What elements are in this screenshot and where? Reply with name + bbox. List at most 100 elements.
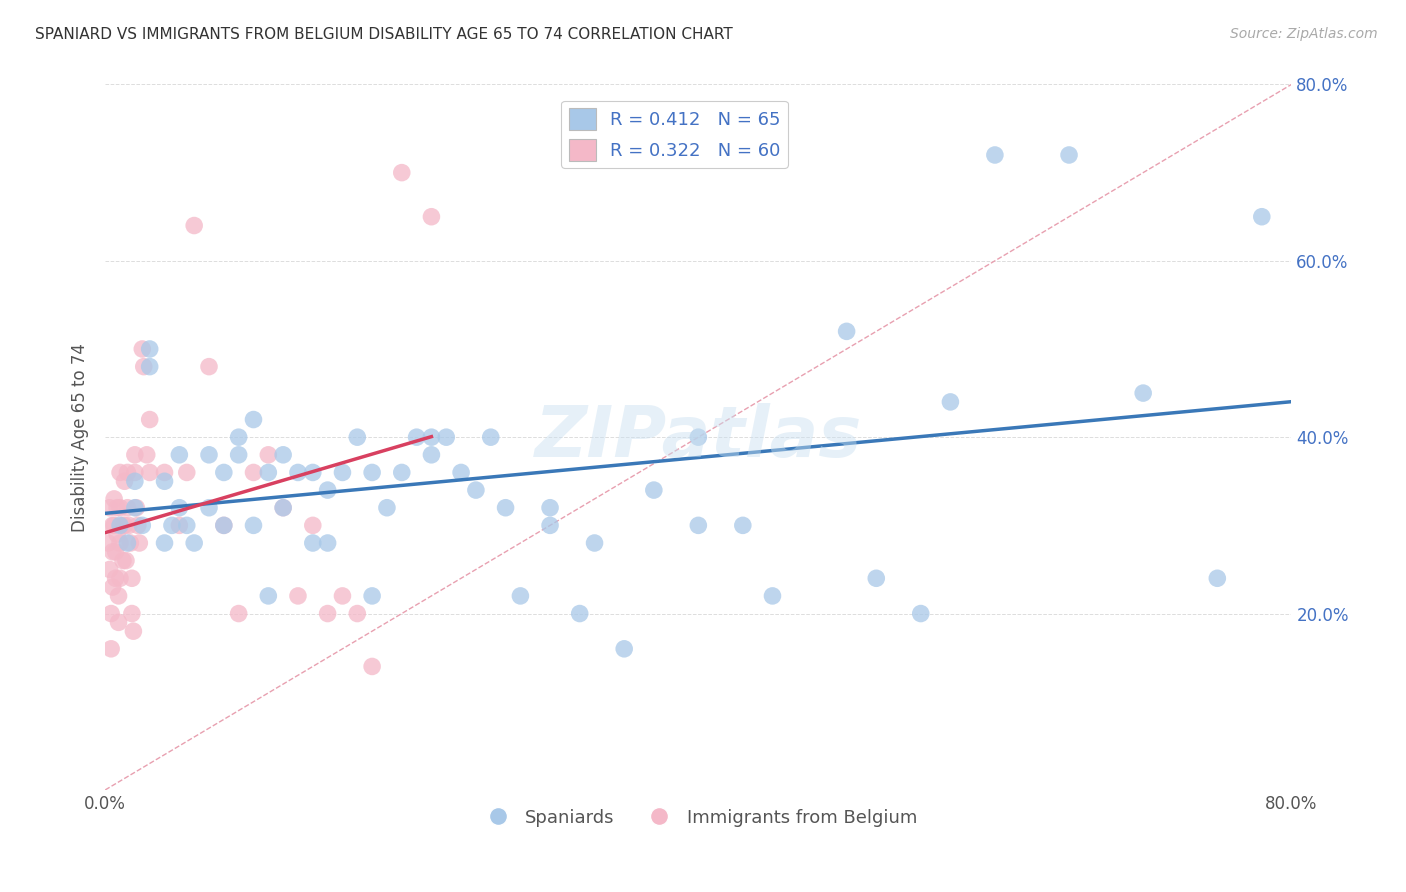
Point [464,483,486,497]
Point [613,641,636,656]
Point [153,475,176,489]
Point [169,448,191,462]
Point [100,641,122,656]
Point [108,500,131,515]
Point [375,500,398,515]
Point [153,466,176,480]
Point [865,571,887,585]
Point [271,500,294,515]
Point [257,466,280,480]
Point [169,500,191,515]
Point [198,359,221,374]
Point [1206,571,1229,585]
Point [287,589,309,603]
Point [176,518,198,533]
Point [125,500,148,515]
Y-axis label: Disability Age 65 to 74: Disability Age 65 to 74 [72,343,89,532]
Point [361,589,384,603]
Point [731,518,754,533]
Point [538,518,561,533]
Point [242,466,264,480]
Point [242,518,264,533]
Point [495,500,517,515]
Point [346,430,368,444]
Point [212,518,235,533]
Point [391,466,413,480]
Point [1132,386,1154,401]
Point [114,475,136,489]
Point [361,466,384,480]
Point [100,607,122,621]
Point [228,430,250,444]
Point [332,466,354,480]
Point [115,554,138,568]
Point [105,527,128,541]
Point [138,412,160,426]
Point [316,536,339,550]
Point [287,466,309,480]
Point [643,483,665,497]
Point [121,607,143,621]
Point [346,607,368,621]
Point [160,518,183,533]
Point [257,589,280,603]
Point [391,166,413,180]
Point [479,430,502,444]
Point [761,589,783,603]
Point [420,448,443,462]
Point [122,624,145,639]
Point [104,571,127,585]
Point [212,466,235,480]
Point [108,571,131,585]
Point [111,518,134,533]
Point [176,466,198,480]
Point [242,412,264,426]
Point [568,607,591,621]
Text: Source: ZipAtlas.com: Source: ZipAtlas.com [1230,27,1378,41]
Point [509,589,531,603]
Point [98,500,121,515]
Point [153,536,176,550]
Point [101,580,124,594]
Point [108,518,131,533]
Point [434,430,457,444]
Point [124,475,146,489]
Point [271,448,294,462]
Point [105,500,128,515]
Point [103,518,125,533]
Point [420,430,443,444]
Point [228,607,250,621]
Point [183,219,205,233]
Point [135,448,157,462]
Point [212,518,235,533]
Point [301,518,323,533]
Point [301,536,323,550]
Point [107,589,129,603]
Point [117,466,139,480]
Legend: Spaniards, Immigrants from Belgium: Spaniards, Immigrants from Belgium [472,801,924,834]
Point [107,615,129,630]
Point [939,395,962,409]
Point [538,500,561,515]
Point [101,545,124,559]
Point [117,500,139,515]
Point [128,536,150,550]
Point [138,466,160,480]
Point [271,500,294,515]
Point [405,430,427,444]
Point [1250,210,1272,224]
Point [114,518,136,533]
Point [132,359,155,374]
Text: ZIPatlas: ZIPatlas [534,402,862,472]
Point [138,359,160,374]
Point [835,324,858,338]
Point [98,562,121,576]
Point [121,571,143,585]
Point [127,518,149,533]
Point [910,607,932,621]
Point [1057,148,1080,162]
Point [198,448,221,462]
Point [104,545,127,559]
Point [138,342,160,356]
Point [450,466,472,480]
